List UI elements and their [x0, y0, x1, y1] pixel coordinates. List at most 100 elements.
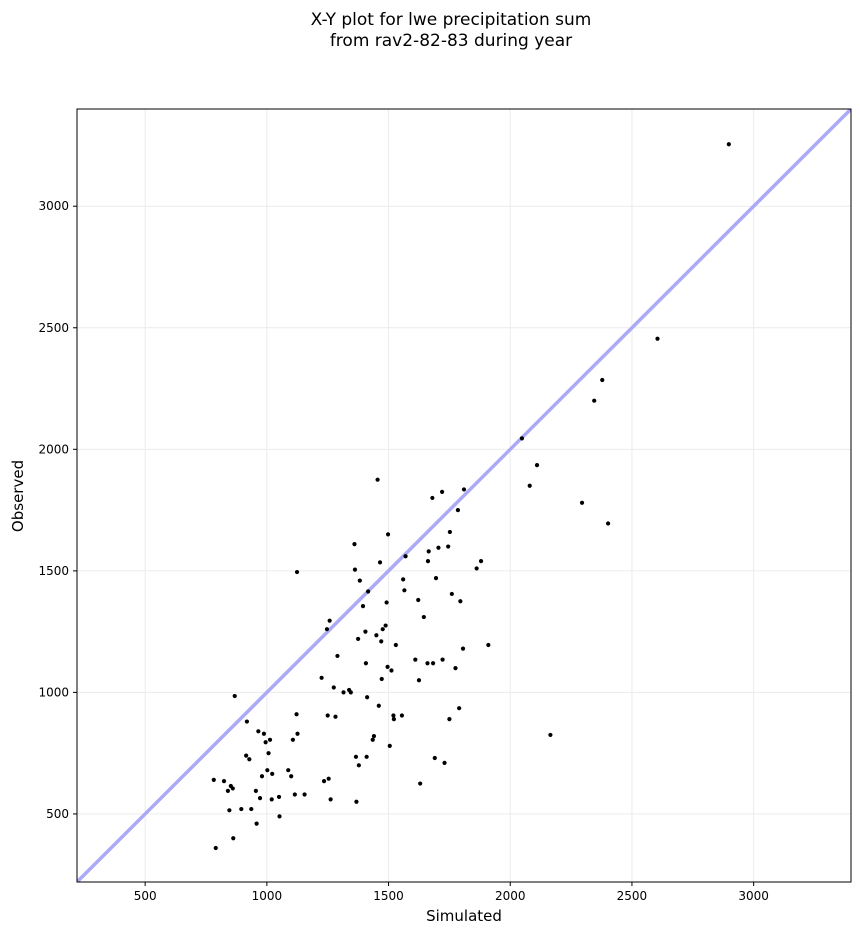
- data-point: [244, 753, 249, 758]
- data-point: [341, 690, 346, 695]
- data-point: [375, 477, 380, 482]
- data-point: [579, 500, 585, 505]
- data-point: [384, 600, 389, 605]
- data-point: [221, 779, 227, 784]
- y-axis-ticks: 500 1000 1500 2000 2500 3000: [38, 199, 77, 821]
- x-tick-label: 3000: [738, 889, 769, 903]
- data-point: [227, 808, 232, 813]
- data-point: [289, 774, 294, 779]
- data-point: [326, 776, 331, 781]
- data-point: [402, 588, 407, 593]
- data-point: [726, 142, 731, 147]
- data-point: [302, 792, 307, 797]
- data-point: [364, 754, 369, 759]
- data-point: [324, 627, 330, 632]
- chart-title: X-Y plot for lwe precipitation sum from r…: [311, 10, 592, 51]
- data-point: [519, 436, 525, 441]
- data-points: [211, 142, 731, 851]
- data-point: [383, 623, 388, 628]
- chart-title-line: X-Y plot for lwe precipitation sum: [311, 10, 592, 30]
- data-point: [352, 567, 358, 572]
- y-tick-label: 3000: [38, 199, 69, 213]
- data-point: [391, 717, 397, 722]
- data-point: [213, 845, 218, 851]
- x-tick-label: 500: [134, 889, 157, 903]
- data-point: [399, 713, 405, 718]
- data-point: [605, 521, 611, 526]
- y-tick-label: 1000: [38, 685, 69, 699]
- grid-lines: [77, 109, 851, 882]
- data-point: [432, 755, 437, 761]
- data-point: [377, 560, 383, 565]
- data-point: [331, 685, 336, 690]
- data-point: [253, 788, 258, 793]
- data-point: [425, 661, 430, 666]
- data-point: [211, 777, 216, 783]
- data-point: [426, 549, 431, 554]
- data-point: [403, 554, 408, 559]
- x-tick-label: 1500: [373, 889, 404, 903]
- data-point: [376, 703, 381, 708]
- data-point: [259, 774, 265, 779]
- data-point: [360, 604, 366, 609]
- y-tick-label: 1500: [38, 564, 69, 578]
- data-point: [439, 489, 445, 494]
- data-point: [440, 657, 445, 662]
- data-point: [442, 760, 447, 765]
- data-point: [401, 577, 406, 582]
- data-point: [385, 532, 391, 537]
- data-point: [269, 797, 274, 802]
- x-tick-label: 2500: [617, 889, 648, 903]
- data-point: [447, 529, 452, 535]
- data-point: [354, 799, 359, 804]
- data-point: [425, 559, 431, 564]
- data-point: [534, 463, 540, 468]
- data-point: [263, 740, 268, 745]
- y-tick-label: 2500: [38, 321, 69, 335]
- data-point: [249, 806, 254, 812]
- data-point: [421, 614, 426, 620]
- data-point: [267, 737, 273, 742]
- data-point: [446, 544, 451, 549]
- data-point: [379, 639, 384, 644]
- data-point: [276, 794, 282, 800]
- x-tick-label: 2000: [495, 889, 526, 903]
- x-axis-ticks: 500 1000 1500 2000 2500 3000: [134, 882, 769, 903]
- data-point: [231, 836, 236, 841]
- data-point: [453, 665, 458, 671]
- data-point: [474, 566, 479, 571]
- data-point: [416, 678, 422, 683]
- data-point: [256, 729, 261, 734]
- data-point: [457, 706, 462, 711]
- data-point: [286, 768, 291, 773]
- data-point: [430, 495, 435, 501]
- data-point: [352, 542, 357, 547]
- data-point: [371, 734, 377, 739]
- data-point: [266, 751, 271, 756]
- y-tick-label: 2000: [38, 442, 69, 456]
- data-point: [327, 618, 332, 623]
- y-axis-label: Observed: [9, 460, 27, 532]
- data-point: [333, 714, 338, 719]
- data-point: [380, 627, 385, 632]
- data-point: [328, 797, 333, 802]
- data-point: [292, 792, 297, 797]
- data-point: [366, 589, 371, 594]
- y-tick-label: 500: [46, 807, 69, 821]
- data-point: [225, 788, 231, 793]
- data-point: [239, 806, 244, 812]
- data-point: [379, 676, 384, 682]
- data-point: [294, 569, 300, 575]
- data-point: [461, 487, 467, 492]
- data-point: [548, 732, 553, 738]
- one-to-one-line: [77, 109, 851, 882]
- data-point: [348, 690, 353, 695]
- data-point: [257, 796, 263, 801]
- data-point: [277, 814, 282, 819]
- data-point: [391, 713, 396, 718]
- data-point: [325, 713, 330, 718]
- data-point: [430, 661, 436, 666]
- chart-title-line: from rav2-82-83 during year: [330, 31, 572, 51]
- data-point: [478, 559, 484, 564]
